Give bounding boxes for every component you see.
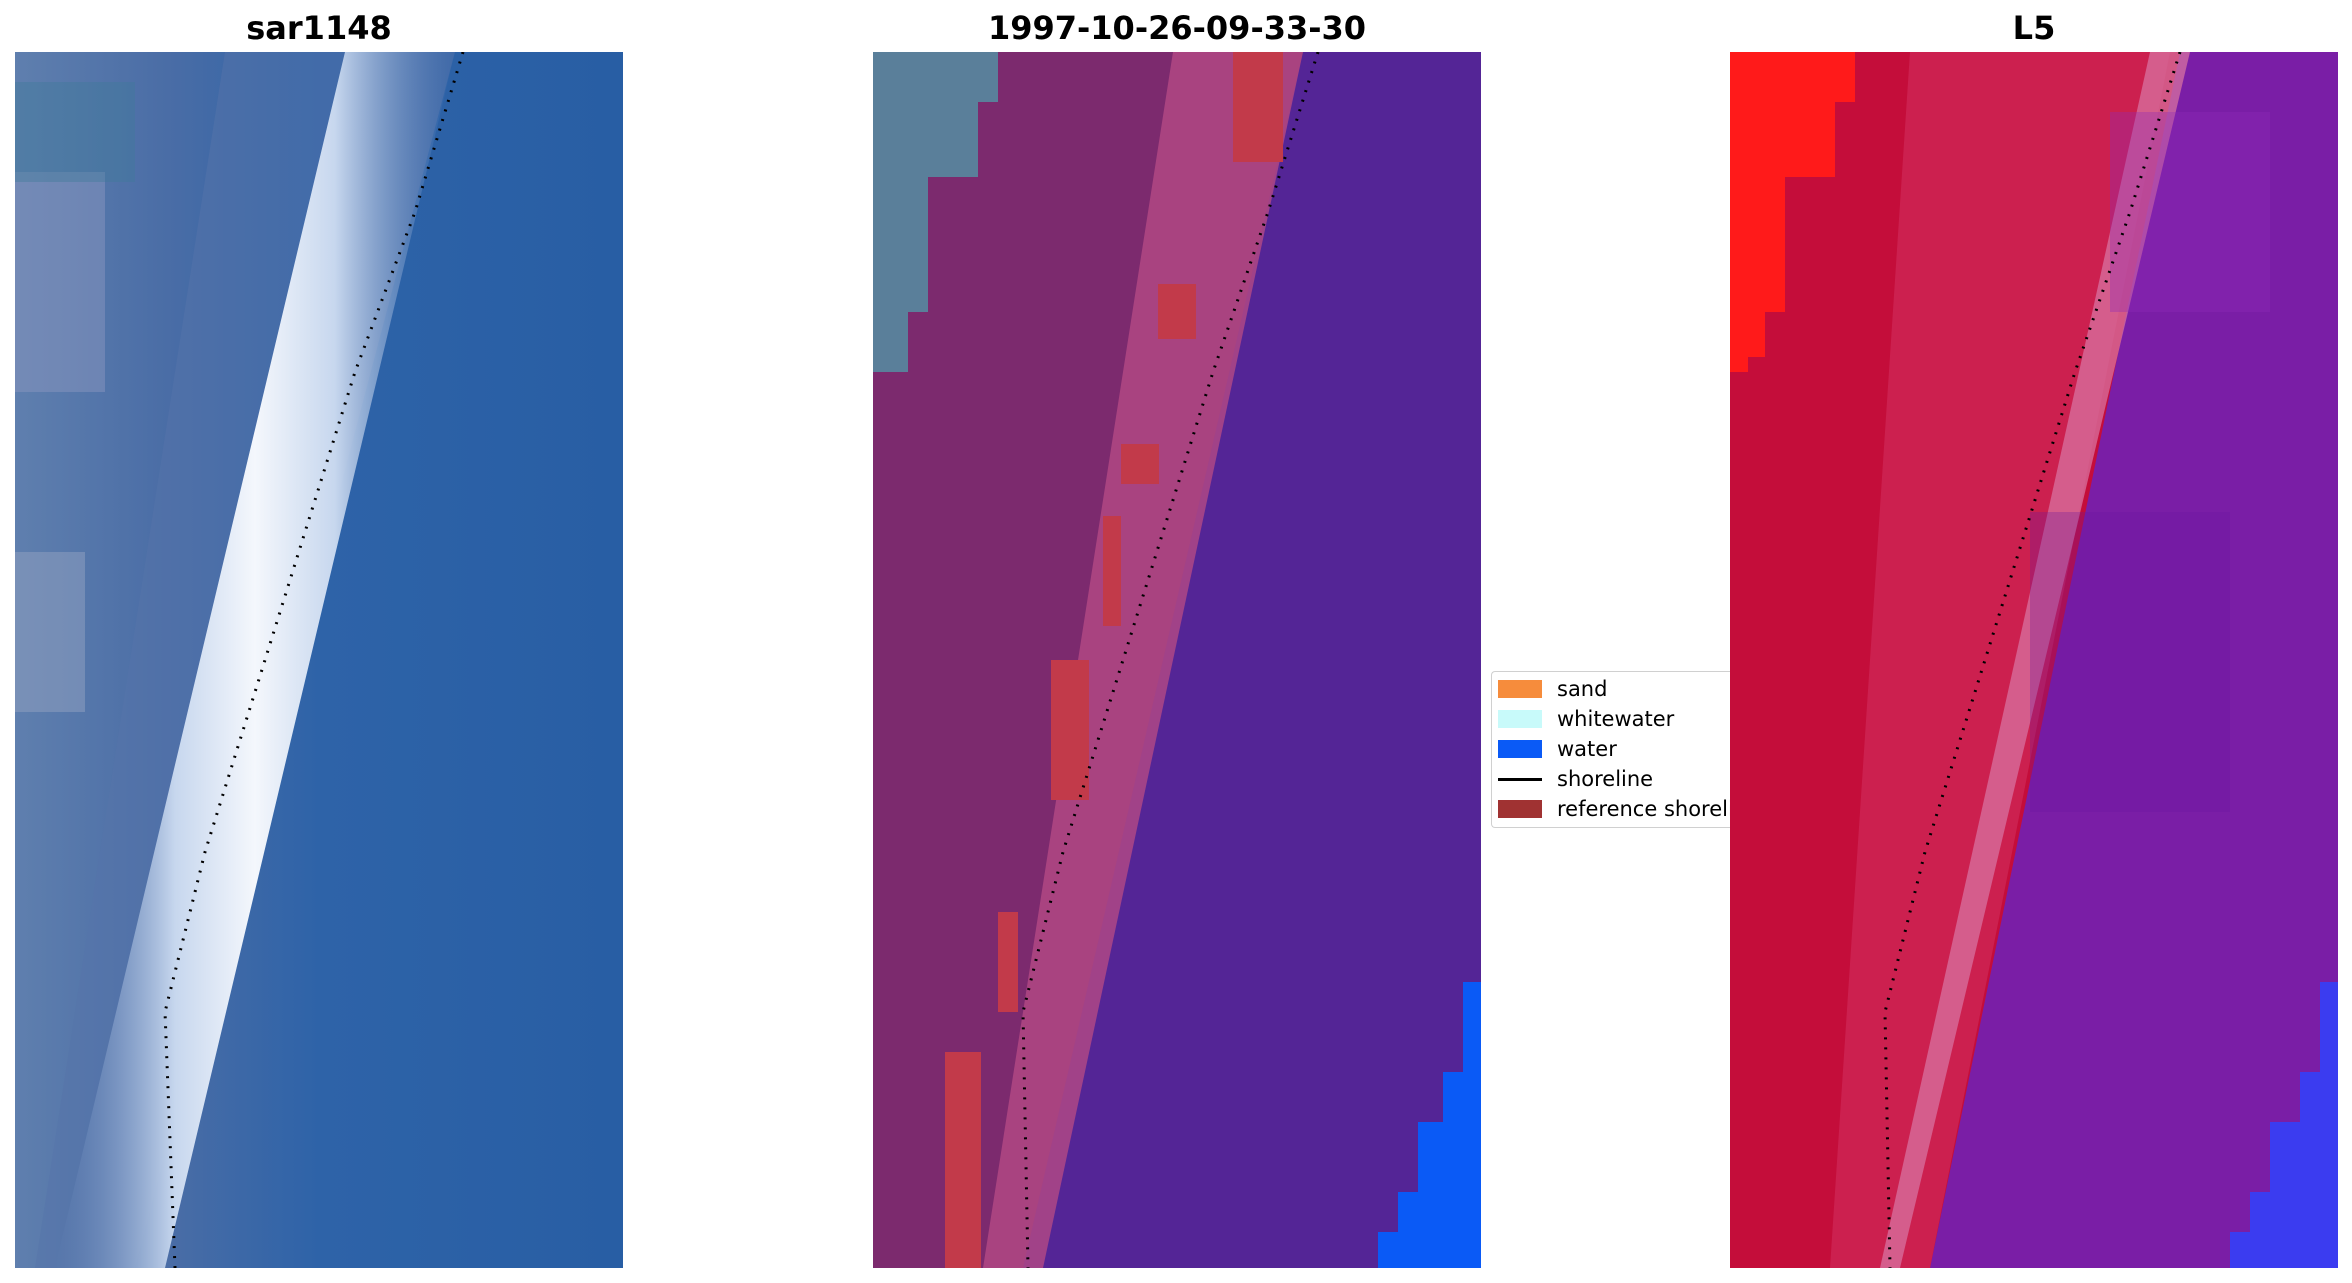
l5-image [1730, 52, 2338, 1268]
legend-label-water: water [1557, 737, 1617, 761]
panel-title-classification: 1997-10-26-09-33-30 [987, 9, 1367, 47]
water-swatch [1498, 740, 1542, 758]
legend: sand whitewater water shoreline referenc… [1491, 671, 1731, 828]
legend-label-reference-shoreline: reference shoreline [1557, 797, 1731, 821]
legend-label-shoreline: shoreline [1557, 767, 1654, 791]
whitewater-swatch [1498, 710, 1542, 728]
reference-shoreline-swatch [1498, 800, 1542, 818]
panel-title-sar: sar1148 [246, 9, 392, 47]
legend-label-sand: sand [1557, 677, 1608, 701]
sand-swatch [1498, 680, 1542, 698]
panel-title-l5: L5 [2012, 9, 2056, 47]
shoreline-line-swatch [1498, 778, 1542, 781]
classification-image [873, 52, 1481, 1268]
legend-label-whitewater: whitewater [1557, 707, 1675, 731]
sar-image [15, 52, 623, 1268]
